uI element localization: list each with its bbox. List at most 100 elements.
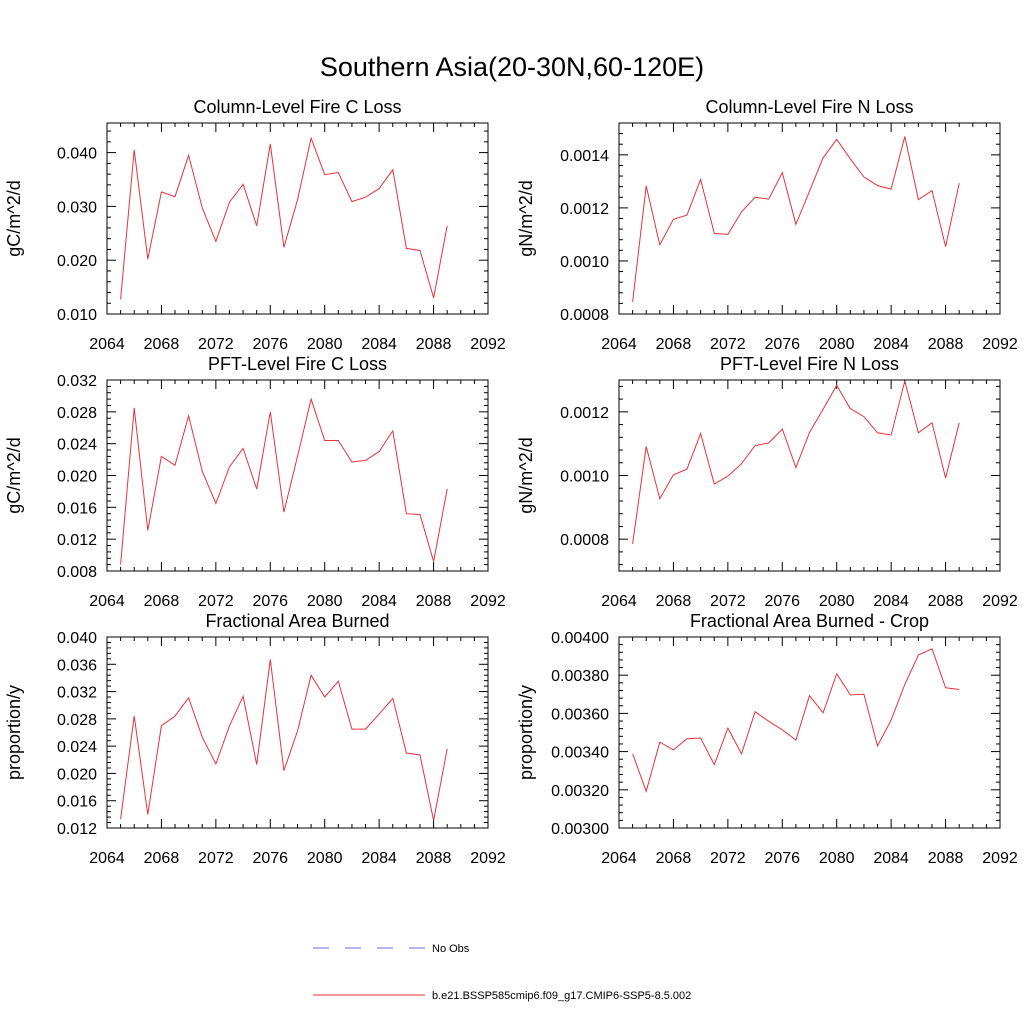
x-tick-label: 2088 <box>928 336 964 353</box>
series-line <box>120 659 448 821</box>
series-line <box>120 397 448 565</box>
panel-title: Fractional Area Burned <box>205 611 389 631</box>
x-tick-label: 2076 <box>252 336 288 353</box>
x-tick-label: 2092 <box>470 336 506 353</box>
panels: 2064 2068 2072 2076 2080 2084 2088 2092 0.010 0.0… <box>4 97 1018 867</box>
y-tick-label: 0.0012 <box>560 201 609 218</box>
y-tick-label: 0.008 <box>57 564 97 581</box>
y-tick-label: 0.032 <box>57 685 97 702</box>
panel-title: PFT-Level Fire C Loss <box>208 354 387 374</box>
legend-no-obs-label: No Obs <box>432 943 470 955</box>
legend: No Obs b.e21.BSSP585cmip6.f09_g17.CMIP6-… <box>313 943 691 1002</box>
x-tick-label: 2080 <box>307 850 343 867</box>
y-axis-label: gC/m^2/d <box>4 180 24 256</box>
y-axis-label: gC/m^2/d <box>4 437 24 513</box>
x-tick-label: 2072 <box>198 850 234 867</box>
y-tick-label: 0.010 <box>57 307 97 324</box>
y-tick-label: 0.032 <box>57 373 97 390</box>
x-tick-label: 2076 <box>764 593 800 610</box>
x-tick-label: 2080 <box>307 336 343 353</box>
y-axis-label: gN/m^2/d <box>516 180 536 256</box>
y-tick-label: 0.024 <box>57 739 97 756</box>
panel-1: 2064 2068 2072 2076 2080 2084 2088 2092 0.010 0.0… <box>4 97 506 353</box>
y-tick-label: 0.020 <box>57 469 97 486</box>
plot-frame <box>106 636 489 829</box>
y-tick-label: 0.030 <box>57 199 97 216</box>
y-tick-label: 0.040 <box>57 630 97 647</box>
x-tick-label: 2068 <box>656 593 692 610</box>
figure-title: Southern Asia(20-30N,60-120E) <box>320 52 704 82</box>
legend-series-label: b.e21.BSSP585cmip6.f09_g17.CMIP6-SSP5-8.… <box>432 990 691 1002</box>
x-tick-label: 2064 <box>601 850 637 867</box>
x-tick-label: 2064 <box>601 593 637 610</box>
x-tick-label: 2092 <box>470 850 506 867</box>
x-tick-label: 2084 <box>361 850 397 867</box>
plot-frame <box>618 379 1001 572</box>
x-tick-label: 2072 <box>198 336 234 353</box>
x-tick-label: 2080 <box>307 593 343 610</box>
x-tick-label: 2092 <box>470 593 506 610</box>
panel-4: 2064 2068 2072 2076 2080 2084 2088 2092 0.0008 0.… <box>516 354 1018 610</box>
y-tick-label: 0.0008 <box>560 532 609 549</box>
x-tick-label: 2076 <box>252 850 288 867</box>
x-tick-label: 2080 <box>819 593 855 610</box>
y-tick-label: 0.020 <box>57 253 97 270</box>
panel-6: 2064 2068 2072 2076 2080 2084 2088 2092 0.00300 0… <box>516 611 1018 867</box>
plot-frame <box>618 122 1001 315</box>
x-tick-label: 2080 <box>819 336 855 353</box>
y-tick-label: 0.00300 <box>551 821 609 838</box>
x-tick-label: 2068 <box>144 336 180 353</box>
x-tick-label: 2092 <box>982 850 1018 867</box>
x-tick-label: 2068 <box>144 850 180 867</box>
y-tick-label: 0.012 <box>57 821 97 838</box>
x-tick-label: 2064 <box>89 593 125 610</box>
panel-2: 2064 2068 2072 2076 2080 2084 2088 2092 0.0008 0.… <box>516 97 1018 353</box>
y-tick-label: 0.028 <box>57 712 97 729</box>
y-tick-label: 0.020 <box>57 766 97 783</box>
y-tick-label: 0.012 <box>57 532 97 549</box>
y-tick-label: 0.0014 <box>560 148 609 165</box>
x-tick-label: 2088 <box>928 593 964 610</box>
series-line <box>632 136 960 303</box>
x-tick-label: 2084 <box>873 593 909 610</box>
x-tick-label: 2088 <box>416 850 452 867</box>
y-axis-label: proportion/y <box>4 685 24 780</box>
x-tick-label: 2072 <box>710 850 746 867</box>
y-tick-label: 0.00360 <box>551 706 609 723</box>
y-tick-label: 0.00380 <box>551 668 609 685</box>
panel-5: 2064 2068 2072 2076 2080 2084 2088 2092 0.012 0.0… <box>4 611 506 867</box>
x-tick-label: 2072 <box>710 593 746 610</box>
y-tick-label: 0.00340 <box>551 745 609 762</box>
y-axis-label: gN/m^2/d <box>516 437 536 513</box>
x-tick-label: 2076 <box>764 336 800 353</box>
y-tick-label: 0.016 <box>57 500 97 517</box>
panel-title: Column-Level Fire N Loss <box>705 97 913 117</box>
x-tick-label: 2092 <box>982 336 1018 353</box>
x-tick-label: 2064 <box>89 336 125 353</box>
y-tick-label: 0.0012 <box>560 405 609 422</box>
panel-title: Column-Level Fire C Loss <box>193 97 401 117</box>
panel-title: PFT-Level Fire N Loss <box>720 354 899 374</box>
x-tick-label: 2084 <box>361 593 397 610</box>
x-tick-label: 2076 <box>252 593 288 610</box>
x-tick-label: 2084 <box>361 336 397 353</box>
y-tick-label: 0.00320 <box>551 783 609 800</box>
x-tick-label: 2076 <box>764 850 800 867</box>
y-tick-label: 0.0010 <box>560 469 609 486</box>
y-tick-label: 0.024 <box>57 437 97 454</box>
series-line <box>632 380 960 544</box>
x-tick-label: 2068 <box>144 593 180 610</box>
series-line <box>632 648 960 793</box>
y-tick-label: 0.0010 <box>560 254 609 271</box>
x-tick-label: 2064 <box>89 850 125 867</box>
x-tick-label: 2088 <box>416 336 452 353</box>
panel-title: Fractional Area Burned - Crop <box>690 611 929 631</box>
y-tick-label: 0.016 <box>57 794 97 811</box>
plot-frame <box>106 379 489 572</box>
x-tick-label: 2080 <box>819 850 855 867</box>
plot-frame <box>106 122 489 315</box>
x-tick-label: 2088 <box>928 850 964 867</box>
y-tick-label: 0.036 <box>57 657 97 674</box>
series-line <box>120 136 448 300</box>
